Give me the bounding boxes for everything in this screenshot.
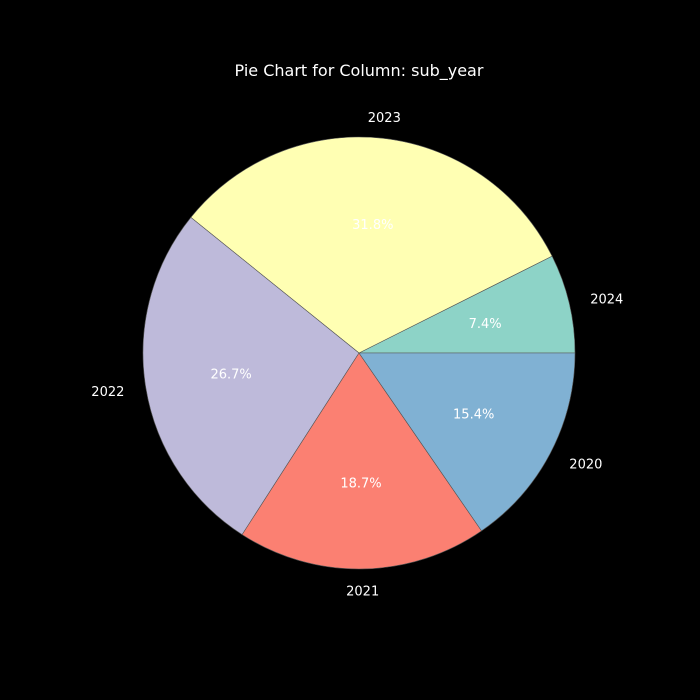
pie-slice-2023 bbox=[190, 136, 553, 354]
percent-label-2024: 7.4% bbox=[469, 317, 502, 332]
pie-slice-2024 bbox=[358, 255, 576, 354]
percent-label-2020: 15.4% bbox=[453, 407, 494, 422]
category-label-2020: 2020 bbox=[569, 458, 602, 473]
category-label-2021: 2021 bbox=[346, 585, 379, 600]
percent-label-2022: 26.7% bbox=[210, 368, 251, 383]
percent-label-2021: 18.7% bbox=[340, 477, 381, 492]
percent-label-2023: 31.8% bbox=[352, 218, 393, 233]
pie-labels: 2024 7.4% 2023 31.8% 2022 26.7% 2021 18.7% 2020 1… bbox=[91, 111, 623, 600]
pie-slice-2022 bbox=[142, 216, 360, 536]
pie-slice-2021 bbox=[241, 352, 482, 570]
category-label-2022: 2022 bbox=[91, 385, 124, 400]
pie-slices bbox=[142, 136, 576, 570]
chart-title: Pie Chart for Column: sub_year bbox=[235, 61, 484, 81]
category-label-2024: 2024 bbox=[590, 292, 623, 307]
category-label-2023: 2023 bbox=[368, 111, 401, 126]
pie-slice-2020 bbox=[358, 352, 576, 532]
